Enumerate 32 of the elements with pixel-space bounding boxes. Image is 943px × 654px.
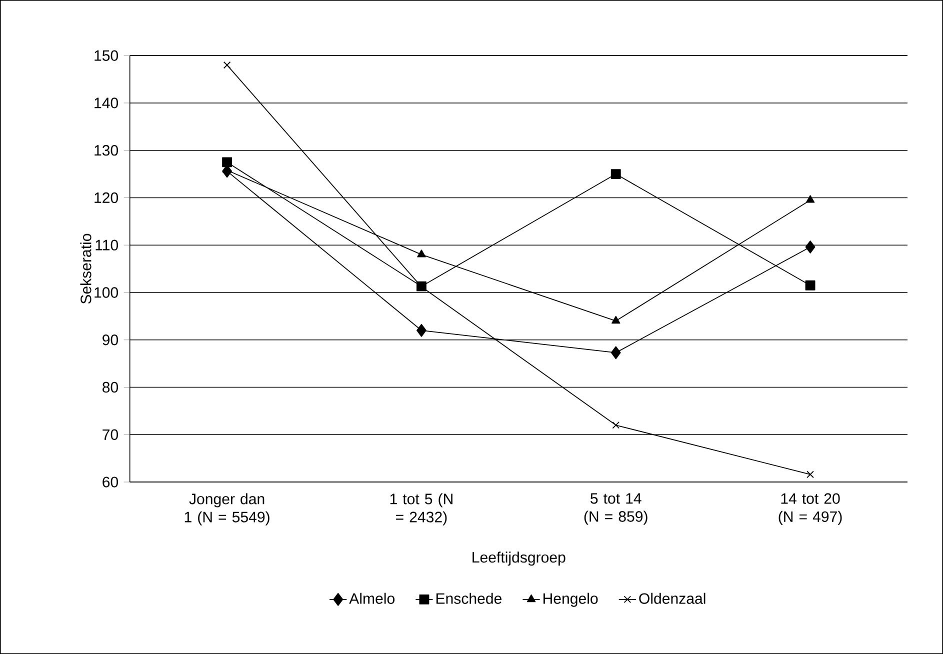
y-axis-title: Sekseratio	[80, 234, 92, 304]
point	[416, 324, 426, 337]
point	[222, 157, 232, 168]
y-tick-label: 100	[94, 287, 118, 298]
x-tick-label: 1 tot 5 (N = 2432)	[390, 493, 452, 526]
y-tick-label: 150	[94, 50, 118, 61]
legend-label: Almelo	[349, 592, 394, 604]
legend-label: Enschede	[436, 592, 502, 604]
x-tick-label: 14 tot 20 (N = 497)	[778, 493, 842, 525]
point	[806, 195, 815, 203]
point	[612, 316, 620, 324]
point	[806, 470, 814, 478]
point	[610, 169, 621, 180]
y-tick-label: 90	[102, 334, 118, 346]
y-tick-label: 130	[94, 145, 118, 156]
y-tick-label: 70	[102, 429, 118, 440]
point	[417, 250, 426, 258]
legend-label: Oldenzaal	[639, 592, 706, 604]
point	[612, 422, 620, 429]
legend-label: Hengelo	[544, 592, 598, 607]
point	[805, 240, 816, 254]
point	[223, 61, 231, 69]
point	[805, 280, 816, 290]
x-tick-label: Jonger dan 1 (N = 5549)	[184, 493, 270, 526]
x-axis-title: Leeftijdsgroep	[472, 552, 566, 566]
y-tick-label: 140	[94, 98, 118, 108]
y-tick-label: 110	[96, 240, 118, 250]
y-tick-label: 120	[94, 192, 118, 204]
point	[610, 346, 621, 360]
x-tick-label: 5 tot 14 (N = 859)	[584, 493, 648, 525]
y-tick-label: 60	[102, 476, 118, 488]
y-tick-label: 80	[102, 382, 118, 393]
